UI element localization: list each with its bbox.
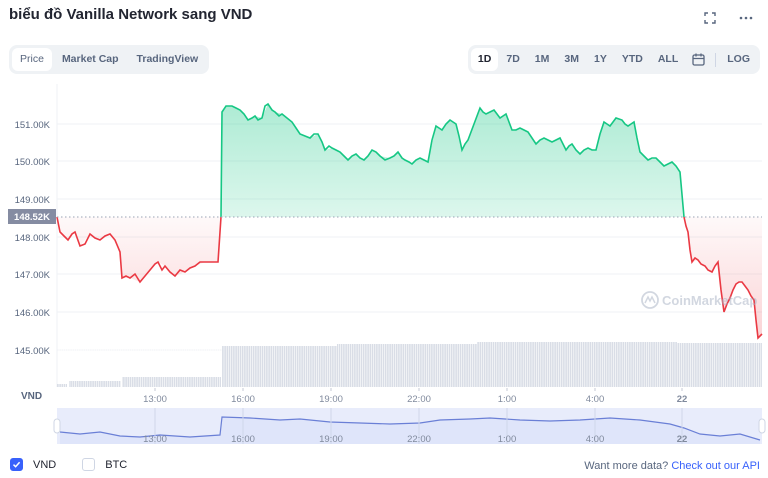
baseline-tag xyxy=(8,209,56,224)
tab-tradingview[interactable]: TradingView xyxy=(136,53,199,65)
svg-text:22: 22 xyxy=(677,434,688,445)
range-ytd[interactable]: YTD xyxy=(621,53,643,65)
svg-text:150.00K: 150.00K xyxy=(15,157,51,168)
chart-type-tabs: Price Market Cap TradingView xyxy=(9,45,210,74)
svg-text:16:00: 16:00 xyxy=(231,394,255,405)
navigator-handle-right[interactable] xyxy=(758,418,766,434)
y-axis-labels: 151.00K 150.00K 149.00K 148.00K 147.00K … xyxy=(15,120,51,357)
volume-bar-gaps xyxy=(58,340,762,387)
navigator-line xyxy=(59,416,761,441)
tab-price[interactable]: Price xyxy=(12,48,52,71)
navigator-handle-left[interactable] xyxy=(53,418,61,434)
price-chart[interactable]: 151.00K 150.00K 149.00K 148.00K 147.00K … xyxy=(0,80,768,450)
price-line-down-right xyxy=(683,216,763,340)
svg-text:22:00: 22:00 xyxy=(407,434,431,445)
svg-text:19:00: 19:00 xyxy=(319,394,343,405)
svg-text:13:00: 13:00 xyxy=(143,394,167,405)
range-7d[interactable]: 7D xyxy=(506,53,520,65)
svg-text:4:00: 4:00 xyxy=(586,394,605,405)
svg-text:CoinMarketCap: CoinMarketCap xyxy=(662,293,757,308)
price-line-up xyxy=(220,102,685,218)
svg-text:1:00: 1:00 xyxy=(498,394,517,405)
currency-axis-label: VND xyxy=(21,391,43,402)
coinmarketcap-watermark: CoinMarketCap xyxy=(641,291,757,309)
price-line-down-left xyxy=(56,216,222,284)
more-horizontal-icon[interactable] xyxy=(738,10,754,26)
divider xyxy=(715,52,717,67)
api-promo: Want more data? Check out our API xyxy=(584,460,760,472)
range-all[interactable]: ALL xyxy=(657,53,679,65)
checkbox-checked-icon[interactable] xyxy=(10,458,23,471)
svg-text:149.00K: 149.00K xyxy=(15,195,51,206)
log-scale-toggle[interactable]: LOG xyxy=(727,53,750,65)
svg-text:4:00: 4:00 xyxy=(586,434,605,445)
svg-text:1:00: 1:00 xyxy=(498,434,517,445)
x-axis-labels: 13:00 16:00 19:00 22:00 1:00 4:00 22 xyxy=(143,394,687,405)
legend-label: VND xyxy=(33,458,57,471)
svg-text:145.00K: 145.00K xyxy=(15,346,51,357)
svg-text:22:00: 22:00 xyxy=(407,394,431,405)
svg-text:146.00K: 146.00K xyxy=(15,308,51,319)
range-3m[interactable]: 3M xyxy=(564,53,579,65)
x-axis xyxy=(154,388,683,391)
time-range-selector: 1D 7D 1M 3M 1Y YTD ALL LOG xyxy=(467,45,760,74)
range-1y[interactable]: 1Y xyxy=(593,53,607,65)
svg-text:16:00: 16:00 xyxy=(231,434,255,445)
checkbox-unchecked-icon[interactable] xyxy=(82,458,96,471)
legend-vnd[interactable]: VND xyxy=(10,458,56,471)
api-prefix: Want more data? xyxy=(584,460,669,472)
svg-text:22: 22 xyxy=(677,394,688,405)
svg-text:148.00K: 148.00K xyxy=(15,233,51,244)
page-title: biểu đồ Vanilla Network sang VND xyxy=(9,6,253,23)
api-link[interactable]: Check out our API xyxy=(671,460,760,472)
range-1m[interactable]: 1M xyxy=(534,53,550,65)
legend-btc[interactable]: BTC xyxy=(82,458,127,471)
price-area-down xyxy=(57,217,762,338)
navigator-line-area xyxy=(60,417,760,444)
range-1d[interactable]: 1D xyxy=(470,48,499,71)
range-navigator: 13:00 16:00 19:00 22:00 1:00 4:00 22 xyxy=(53,408,766,445)
svg-text:13:00: 13:00 xyxy=(143,434,167,445)
currency-legend: VND BTC xyxy=(10,458,145,471)
svg-text:19:00: 19:00 xyxy=(319,434,343,445)
volume-bars xyxy=(57,342,762,387)
calendar-icon[interactable] xyxy=(686,48,711,71)
fullscreen-icon[interactable] xyxy=(702,10,718,26)
legend-label: BTC xyxy=(105,458,128,471)
tab-market-cap[interactable]: Market Cap xyxy=(61,53,119,65)
svg-text:147.00K: 147.00K xyxy=(15,270,51,281)
baseline-label: 148.52K xyxy=(14,212,50,223)
svg-text:151.00K: 151.00K xyxy=(15,120,51,131)
